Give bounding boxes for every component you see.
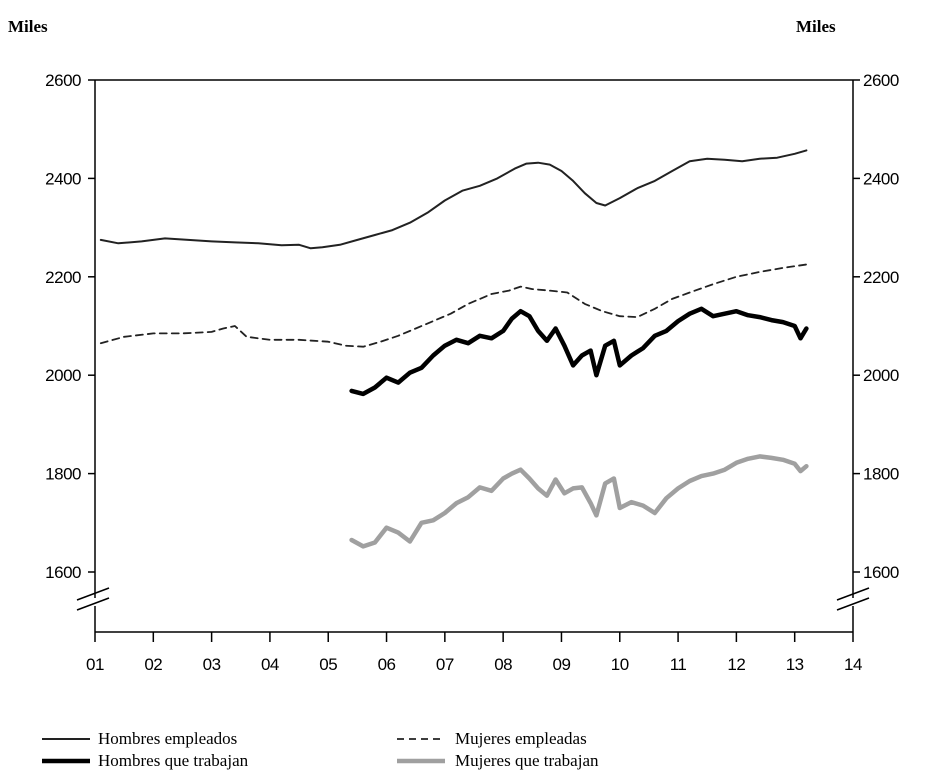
y-tick-label-left: 1800 [45,465,81,484]
x-tick-label: 13 [786,655,804,674]
y-tick-label-right: 2000 [863,366,899,385]
x-tick-label: 11 [670,655,687,674]
tick-layer: 1600 1600 1800 1800 2000 2000 2200 2200 2400 2400… [45,71,899,674]
x-tick-label: 02 [144,655,162,674]
y-tick-label-right: 1800 [863,465,899,484]
y-tick-label-left: 2000 [45,366,81,385]
y-tick-label-left: 2400 [45,169,81,188]
x-tick-label: 05 [319,655,337,674]
x-tick-label: 14 [844,655,862,674]
series-line-hombres-que-trabajan [349,306,809,397]
x-tick-label: 01 [86,655,104,674]
left-unit-label: Miles [8,17,48,36]
x-tick-label: 09 [553,655,571,674]
x-tick-label: 03 [203,655,221,674]
x-tick-label: 08 [494,655,512,674]
legend-label: Hombres que trabajan [98,751,249,770]
legend-label: Mujeres empleadas [455,729,587,748]
x-tick-label: 10 [611,655,629,674]
legend-label: Mujeres que trabajan [455,751,599,770]
y-tick-label-left: 1600 [45,563,81,582]
y-tick-label-right: 2400 [863,169,899,188]
series-line-mujeres-que-trabajan [349,454,809,549]
right-unit-label: Miles [796,17,836,36]
y-tick-label-right: 2200 [863,268,899,287]
legend: Hombres empleados Mujeres empleadas Hombre… [42,729,599,770]
series-line-mujeres-empleadas [99,263,808,348]
y-tick-label-left: 2200 [45,268,81,287]
axes [76,79,870,633]
series-line-hombres-empleados [99,149,808,250]
series-layer [99,149,809,549]
x-tick-label: 12 [727,655,745,674]
y-tick-label-right: 2600 [863,71,899,90]
x-tick-label: 04 [261,655,279,674]
right-break-mark [836,587,870,601]
legend-label: Hombres empleados [98,729,237,748]
x-tick-label: 06 [378,655,396,674]
x-tick-label: 07 [436,655,454,674]
left-break-mark [76,597,110,611]
y-tick-label-left: 2600 [45,71,81,90]
left-break-mark [76,587,110,601]
y-tick-label-right: 1600 [863,563,899,582]
right-break-mark [836,597,870,611]
